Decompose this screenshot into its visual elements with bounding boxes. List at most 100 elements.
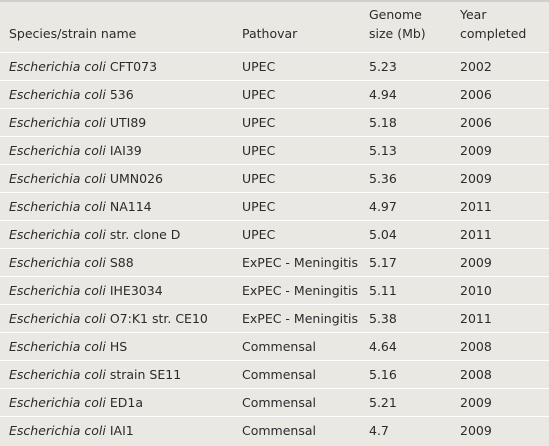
cell-year: 2002	[451, 52, 549, 81]
cell-species-strain: Escherichia coli UTI89	[0, 108, 233, 137]
strain-name: 536	[105, 86, 134, 102]
cell-species-strain: Escherichia coli IAI1	[0, 416, 233, 444]
cell-genome-size: 5.13	[360, 136, 451, 165]
table-row: Escherichia coli O7:K1 str. CE10 ExPEC -…	[0, 304, 549, 333]
strain-name: UMN026	[105, 170, 163, 186]
cell-pathovar: ExPEC - Meningitis	[233, 276, 360, 305]
cell-genome-size: 5.04	[360, 220, 451, 249]
table-row: Escherichia coli IHE3034 ExPEC - Meningi…	[0, 276, 549, 305]
cell-species-strain: Escherichia coli strain SE11	[0, 360, 233, 389]
cell-genome-size: 4.94	[360, 80, 451, 109]
cell-year: 2009	[451, 136, 549, 165]
cell-species-strain: Escherichia coli UMN026	[0, 164, 233, 193]
cell-year: 2011	[451, 304, 549, 333]
species-name: Escherichia coli	[9, 58, 106, 74]
cell-year: 2011	[451, 192, 549, 221]
strain-name: IHE3034	[105, 282, 163, 298]
cell-genome-size: 5.36	[360, 164, 451, 193]
table-row: Escherichia coli IAI1 Commensal 4.7 2009	[0, 416, 549, 444]
cell-genome-size: 5.16	[360, 360, 451, 389]
header-year-completed: Year completed	[451, 2, 549, 53]
table-row: Escherichia coli NA114 UPEC 4.97 2011	[0, 192, 549, 221]
cell-species-strain: Escherichia coli IAI39	[0, 136, 233, 165]
cell-pathovar: ExPEC - Meningitis	[233, 304, 360, 333]
cell-pathovar: UPEC	[233, 136, 360, 165]
species-name: Escherichia coli	[9, 170, 106, 186]
cell-pathovar: UPEC	[233, 108, 360, 137]
cell-genome-size: 5.18	[360, 108, 451, 137]
cell-pathovar: UPEC	[233, 220, 360, 249]
cell-year: 2009	[451, 388, 549, 417]
species-name: Escherichia coli	[9, 282, 106, 298]
strain-name: S88	[105, 254, 134, 270]
table-row: Escherichia coli strain SE11 Commensal 5…	[0, 360, 549, 389]
strain-name: str. clone D	[105, 226, 181, 242]
strain-name: CFT073	[105, 58, 158, 74]
table-row: Escherichia coli UMN026 UPEC 5.36 2009	[0, 164, 549, 193]
species-name: Escherichia coli	[9, 114, 106, 130]
table-row: Escherichia coli str. clone D UPEC 5.04 …	[0, 220, 549, 249]
cell-pathovar: Commensal	[233, 388, 360, 417]
strain-name: HS	[105, 338, 128, 354]
cell-species-strain: Escherichia coli CFT073	[0, 52, 233, 81]
cell-genome-size: 4.97	[360, 192, 451, 221]
table-row: Escherichia coli UTI89 UPEC 5.18 2006	[0, 108, 549, 137]
cell-year: 2009	[460, 422, 492, 438]
cell-pathovar: Commensal	[233, 360, 360, 389]
cell-genome-size: 5.17	[360, 248, 451, 277]
cell-pathovar: UPEC	[233, 80, 360, 109]
cell-year: 2009	[451, 164, 549, 193]
cell-year: 2010	[451, 276, 549, 305]
strain-name: ED1a	[105, 394, 143, 410]
species-name: Escherichia coli	[9, 226, 106, 242]
strain-name: IAI1	[105, 422, 134, 438]
cell-year: 2008	[451, 360, 549, 389]
strain-name: NA114	[105, 198, 152, 214]
species-name: Escherichia coli	[9, 422, 106, 438]
cell-year: 2006	[451, 80, 549, 109]
table-body: Escherichia coli CFT073 UPEC 5.23 2002 E…	[0, 52, 549, 444]
header-species-strain-label: Species/strain name	[9, 25, 137, 41]
species-name: Escherichia coli	[9, 142, 106, 158]
table-row: Escherichia coli S88 ExPEC - Meningitis …	[0, 248, 549, 277]
species-name: Escherichia coli	[9, 310, 106, 326]
header-genome-size-line1: Genome	[369, 6, 422, 22]
header-year-line1: Year	[460, 6, 487, 22]
cell-species-strain: Escherichia coli O7:K1 str. CE10	[0, 304, 233, 333]
cell-pathovar: ExPEC - Meningitis	[233, 248, 360, 277]
species-name: Escherichia coli	[9, 198, 106, 214]
strain-name: O7:K1 str. CE10	[105, 310, 208, 326]
table-row: Escherichia coli IAI39 UPEC 5.13 2009	[0, 136, 549, 165]
cell-genome-size: 5.21	[360, 388, 451, 417]
header-species-strain: Species/strain name	[0, 2, 233, 53]
cell-species-strain: Escherichia coli 536	[0, 80, 233, 109]
strain-name: UTI89	[105, 114, 147, 130]
cell-genome-size: 5.11	[360, 276, 451, 305]
cell-year: 2008	[451, 332, 549, 361]
species-name: Escherichia coli	[9, 86, 106, 102]
cell-species-strain: Escherichia coli NA114	[0, 192, 233, 221]
cell-species-strain: Escherichia coli str. clone D	[0, 220, 233, 249]
cell-pathovar: Commensal	[242, 422, 316, 438]
cell-year: 2009	[451, 248, 549, 277]
cell-genome-size: 4.64	[360, 332, 451, 361]
header-genome-size-line2: size (Mb)	[369, 25, 426, 41]
table-row: Escherichia coli ED1a Commensal 5.21 200…	[0, 388, 549, 417]
species-name: Escherichia coli	[9, 394, 106, 410]
cell-genome-size: 4.7	[369, 422, 389, 438]
cell-year: 2011	[451, 220, 549, 249]
cell-pathovar: UPEC	[233, 164, 360, 193]
table-row: Escherichia coli CFT073 UPEC 5.23 2002	[0, 52, 549, 81]
species-name: Escherichia coli	[9, 254, 106, 270]
header-year-line2: completed	[460, 25, 527, 41]
species-name: Escherichia coli	[9, 338, 106, 354]
strain-name: IAI39	[105, 142, 142, 158]
cell-genome-size: 5.23	[360, 52, 451, 81]
cell-pathovar: UPEC	[233, 192, 360, 221]
header-row: Species/strain name Pathovar Genome size…	[0, 2, 549, 53]
cell-pathovar: Commensal	[233, 332, 360, 361]
cell-species-strain: Escherichia coli ED1a	[0, 388, 233, 417]
header-pathovar-label: Pathovar	[242, 25, 298, 41]
table-header: Species/strain name Pathovar Genome size…	[0, 2, 549, 53]
